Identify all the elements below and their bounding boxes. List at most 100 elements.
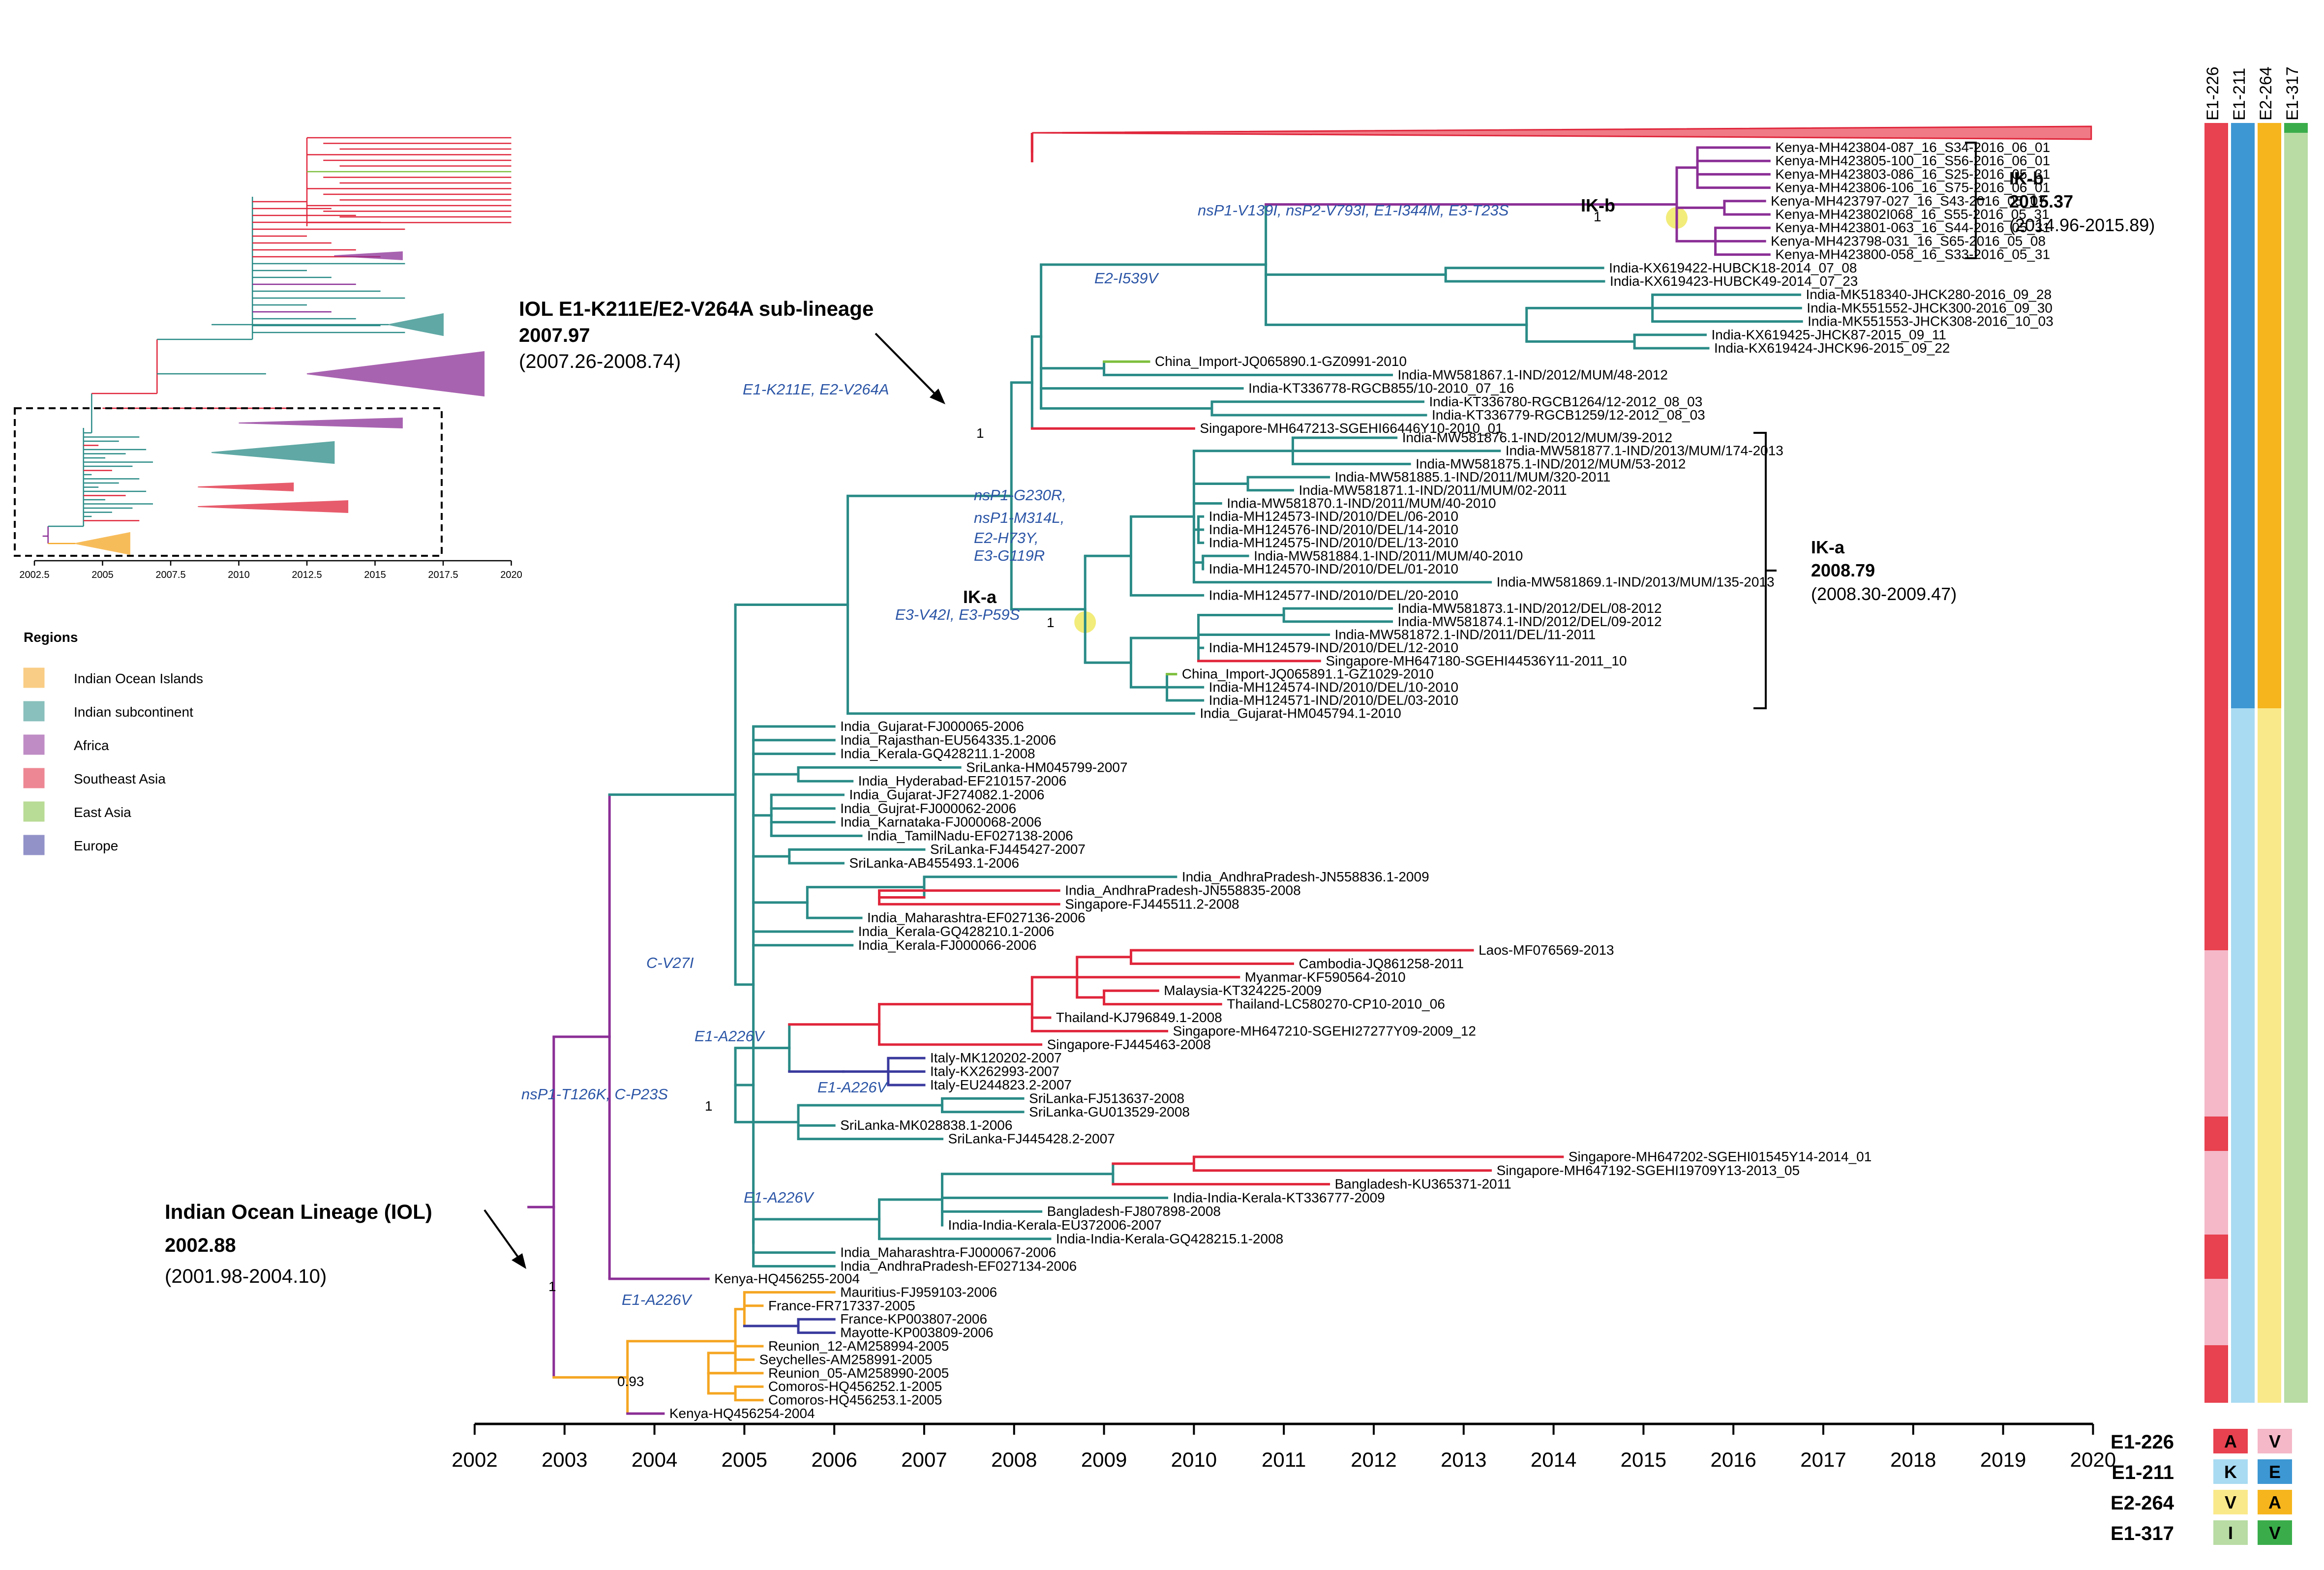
tip-label: India_Gujrat-FJ000062-2006 [840, 801, 1016, 816]
tip-label: Myanmar-KF590564-2010 [1245, 969, 1406, 985]
tip-label: Singapore-MH647192-SGEHI19709Y13-2013_05 [1497, 1163, 1800, 1178]
axis-tick-label: 2019 [1980, 1448, 2026, 1471]
axis-tick-label: 2016 [1710, 1448, 1756, 1471]
mutation-bar-segment [2204, 123, 2228, 950]
inset-axis-label: 2002.5 [19, 570, 49, 580]
tip-label: India-MK551553-JHCK308-2016_10_03 [1808, 314, 2053, 329]
mutation-bar-segment [2258, 123, 2281, 708]
key-aa-letter: V [2269, 1523, 2281, 1543]
legend-label: East Asia [74, 805, 131, 820]
mutation-bar-segment [2284, 133, 2308, 1403]
tip-label: Comoros-HQ456252.1-2005 [768, 1379, 942, 1394]
key-aa-letter: E [2269, 1462, 2281, 1482]
tip-labels: Kenya-HQ456255-2004 Kenya-MH423804-087_16… [669, 140, 2053, 1421]
legend-label: Africa [74, 738, 109, 753]
tip-label: India-KT336778-RGCB855/10-2010_07_16 [1248, 381, 1514, 396]
sublineage-arrowhead [930, 389, 945, 404]
key-aa-letter: A [2224, 1431, 2237, 1451]
tip-label: India_TamilNadu-EF027138-2006 [867, 828, 1073, 843]
ik-a-title: IK-a [1811, 537, 1845, 557]
mutation-bar-segment [2204, 1235, 2228, 1279]
mutation-bar-segment [2204, 950, 2228, 1117]
tip-label: India_Rajasthan-EU564335.1-2006 [840, 732, 1056, 748]
tip-label: Reunion_05-AM258990-2005 [768, 1365, 949, 1381]
ik-b-ci: (2014.96-2015.89) [2009, 215, 2155, 235]
key-aa-letter: I [2228, 1523, 2233, 1543]
tip-label: Laos-MF076569-2013 [1479, 942, 1614, 958]
tip-label: Kenya-HQ456254-2004 [669, 1406, 815, 1421]
axis-tick-label: 2003 [542, 1448, 587, 1471]
tip-label: India_Gujarat-HM045794.1-2010 [1200, 706, 1401, 721]
bootstrap-value: 1 [976, 425, 984, 441]
inset-axis-label: 2015 [364, 570, 386, 580]
axis-tick-label: 2017 [1800, 1448, 1846, 1471]
mutation-label: E2-H73Y, [974, 529, 1039, 546]
legend-swatch [23, 835, 45, 855]
tip-label: Singapore-FJ445511.2-2008 [1065, 896, 1239, 911]
tip-label: Kenya-MH423802I068_16_S55-2016_05_31 [1775, 207, 2049, 222]
tip-label: Bangladesh-FJ807898-2008 [1047, 1204, 1221, 1219]
sublineage-title: IOL E1-K211E/E2-V264A sub-lineage [519, 297, 874, 320]
legend-label: Europe [74, 838, 118, 853]
tip-label: Bangladesh-KU365371-2011 [1335, 1177, 1511, 1192]
axis-tick-label: 2012 [1351, 1448, 1396, 1471]
tip-label: India-MW581884.1-IND/2011/MUM/40-2010 [1254, 548, 1523, 563]
tip-label: Kenya-MH423801-063_16_S44-2016_05_31 [1775, 220, 2050, 235]
tip-label: Singapore-FJ445463-2008 [1047, 1037, 1211, 1052]
bootstrap-value: 0.93 [617, 1374, 644, 1389]
tip-label: India-MW581873.1-IND/2012/DEL/08-2012 [1398, 601, 1662, 616]
mutation-label: E1-A226V [694, 1027, 766, 1045]
tip-label: Mayotte-KP003809-2006 [840, 1325, 993, 1340]
iol-ci: (2001.98-2004.10) [165, 1266, 327, 1287]
tip-label: SriLanka-FJ445428.2-2007 [948, 1131, 1115, 1147]
mutation-bar-segment [2204, 1279, 2228, 1345]
key-aa-letter: V [2269, 1431, 2281, 1451]
tip-label: India-MW581876.1-IND/2012/MUM/39-2012 [1402, 430, 1672, 445]
axis-tick-label: 2007 [901, 1448, 947, 1471]
inset-collapsed-clade [306, 351, 485, 397]
tip-label: India-MW581869.1-IND/2013/MUM/135-2013 [1497, 574, 1775, 590]
tip-label: India-MH124576-IND/2010/DEL/14-2010 [1209, 522, 1458, 537]
tip-label: India-MW581885.1-IND/2011/MUM/320-2011 [1335, 469, 1611, 484]
tip-label: India-MW581867.1-IND/2012/MUM/48-2012 [1398, 367, 1668, 382]
tip-label: India_Maharashtra-EF027136-2006 [867, 910, 1086, 925]
tip-label: India-MW581870.1-IND/2011/MUM/40-2010 [1227, 496, 1496, 511]
key-swatch [2213, 1429, 2248, 1453]
key-row-label: E2-264 [2111, 1492, 2174, 1514]
tip-label: SriLanka-HM045799-2007 [966, 759, 1127, 775]
tip-label: Kenya-MH423803-086_16_S25-2016_05_31 [1775, 166, 2050, 181]
key-swatch [2213, 1520, 2248, 1545]
iol-arrow [483, 1209, 523, 1264]
axis-tick-label: 2004 [632, 1448, 677, 1471]
tip-label: India-MK551552-JHCK300-2016_09_30 [1807, 300, 2052, 315]
mutation-label: E1-A226V [622, 1291, 693, 1308]
tip-label: Kenya-MH423804-087_16_S34-2016_06_01 [1775, 140, 2050, 155]
sublineage-arrow [875, 332, 939, 398]
clade-annotations: IK-a IK-b Indian Ocean Lineage (IOL) 2002.8… [165, 142, 2155, 1287]
inset-collapsed-clade [239, 417, 403, 429]
mutation-bar-segment [2204, 1151, 2228, 1235]
inset-axis-label: 2010 [228, 570, 250, 580]
axis-tick-label: 2020 [2070, 1448, 2116, 1471]
legend-swatch [23, 768, 45, 788]
iol-date: 2002.88 [165, 1235, 236, 1256]
tip-label: India-MH124570-IND/2010/DEL/01-2010 [1209, 561, 1458, 576]
tip-label: Italy-MK120202-2007 [930, 1050, 1062, 1065]
mutation-label: E2-I539V [1094, 270, 1160, 287]
mutation-bar-segment [2231, 123, 2255, 708]
iol-arrowhead [512, 1253, 526, 1269]
tip-label: India-India-Kerala-KT336777-2009 [1173, 1190, 1385, 1205]
tip-label: India-KX619422-HUBCK18-2014_07_08 [1609, 260, 1857, 275]
tip-label: SriLanka-FJ513637-2008 [1029, 1090, 1184, 1106]
inset-axis-label: 2020 [500, 570, 522, 580]
legend-swatch [23, 801, 45, 822]
bootstrap-value: 1 [705, 1098, 713, 1114]
column-header: E1-211 [2230, 68, 2249, 121]
tip-label: India-India-Kerala-GQ428215.1-2008 [1056, 1231, 1283, 1246]
ik-a-bracket [1753, 432, 1777, 709]
tip-label: Reunion_12-AM258994-2005 [768, 1338, 949, 1354]
key-swatch [2213, 1459, 2248, 1484]
mutation-bar-segment [2204, 1117, 2228, 1151]
iol-title: Indian Ocean Lineage (IOL) [165, 1200, 432, 1223]
